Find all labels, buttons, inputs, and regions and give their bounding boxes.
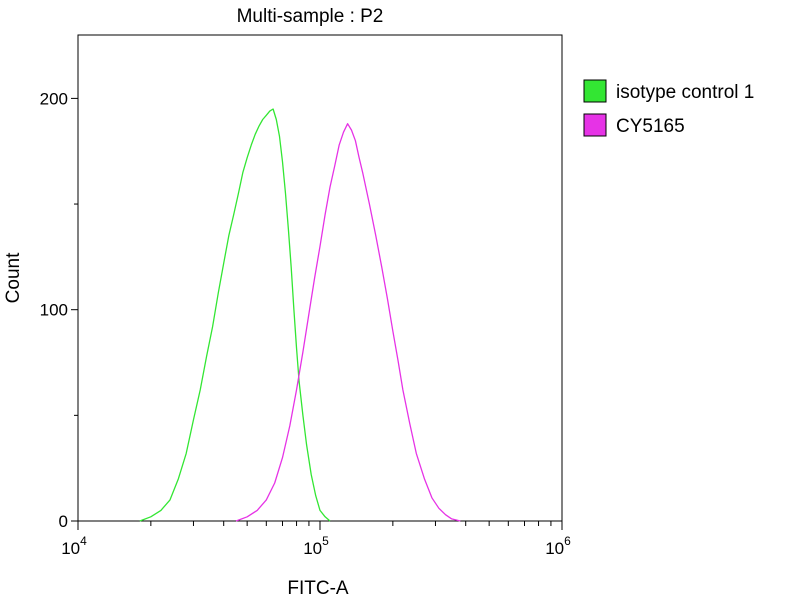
legend: isotype control 1 CY5165 (583, 79, 754, 137)
plot-frame (77, 34, 563, 522)
series-lines (139, 108, 461, 522)
y-tick-label: 100 (40, 301, 68, 320)
y-tick-label: 0 (59, 512, 68, 531)
legend-label-cy5165: CY5165 (616, 116, 685, 137)
x-tick-label: 106 (545, 534, 571, 558)
x-tick-label: 104 (61, 534, 87, 558)
x-tick-label: 105 (303, 534, 329, 558)
axis-ticks: 0 100 200 104 105 106 (40, 89, 571, 558)
y-axis-label: Count (3, 252, 24, 303)
series-line-1 (235, 123, 461, 522)
chart-title: Multi-sample : P2 (237, 6, 384, 27)
series-line-0 (139, 108, 331, 522)
legend-swatch-cy5165 (583, 113, 607, 137)
x-axis-label: FITC-A (287, 578, 349, 599)
y-tick-label: 200 (40, 89, 68, 108)
legend-label-isotype-control: isotype control 1 (616, 82, 754, 103)
legend-swatch-isotype-control (583, 79, 607, 103)
